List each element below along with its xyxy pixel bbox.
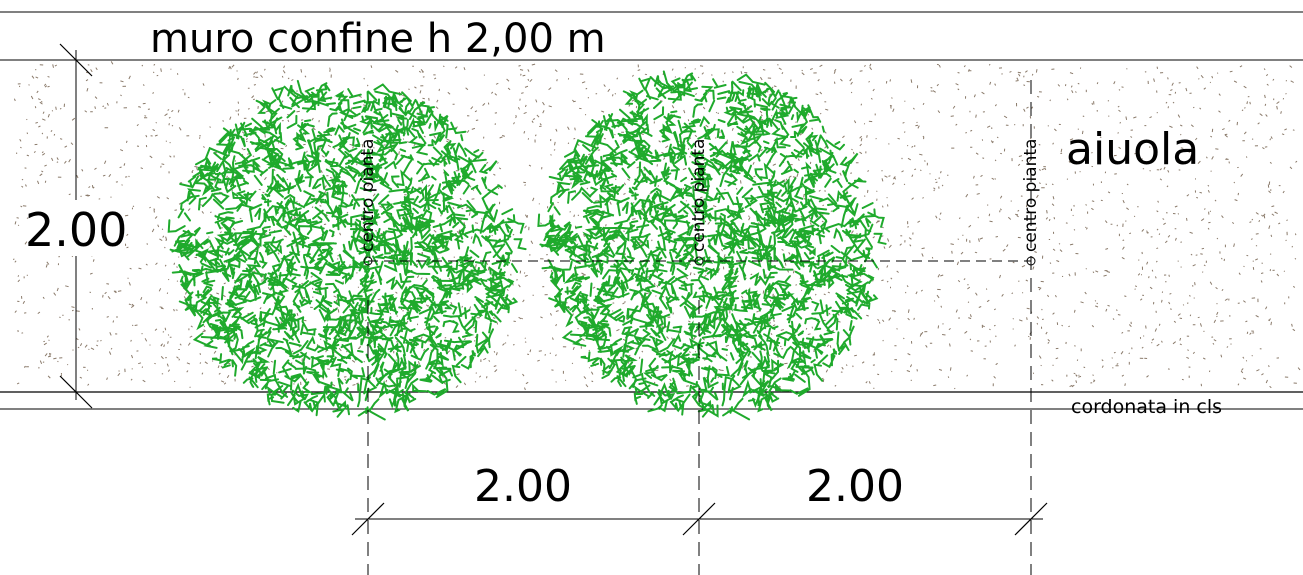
bed-dimension-tick-top	[59, 43, 93, 77]
bed-dimension-text-bg	[28, 200, 124, 256]
plant-center-label-1: centro pianta	[358, 139, 378, 252]
gravel-texture	[12, 61, 1301, 391]
plant-center-marker-3	[1026, 256, 1036, 266]
spacing-dimension-label-2: 2.00	[806, 461, 904, 512]
bed-dimension-tick-bottom	[59, 375, 93, 409]
plant-center-label-2: centro pianta	[689, 139, 709, 252]
shrub-1	[167, 79, 527, 421]
spacing-tick-3	[1014, 502, 1048, 536]
curb-label: cordonata in cls	[1071, 396, 1222, 418]
spacing-tick-1	[351, 502, 385, 536]
plant-center-marker-1	[363, 256, 373, 266]
plant-center-label-3: centro pianta	[1021, 139, 1041, 252]
plant-center-marker-2	[694, 256, 704, 266]
bed-dimension-label: 2.00	[25, 203, 127, 257]
shrub-2	[537, 70, 887, 421]
spacing-dimension-label-1: 2.00	[474, 461, 572, 512]
wall-label: muro confine h 2,00 m	[150, 16, 606, 62]
spacing-tick-2	[682, 502, 716, 536]
bed-label: aiuola	[1066, 124, 1199, 175]
